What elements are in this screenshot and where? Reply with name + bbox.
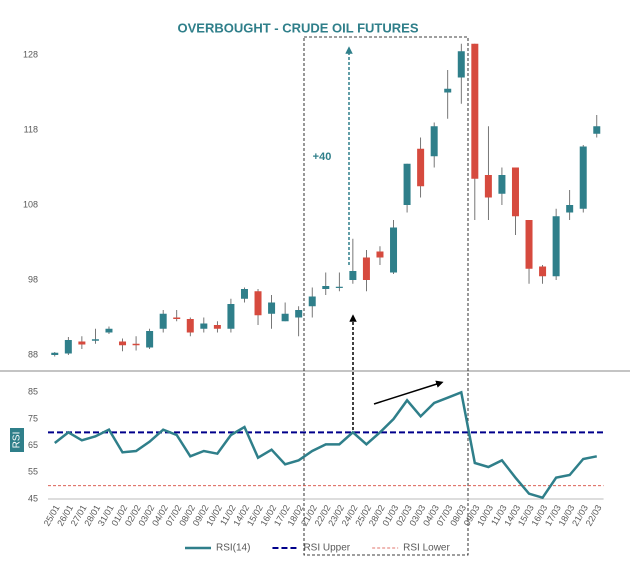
candle-body: [349, 271, 357, 280]
legend-label: RSI(14): [216, 543, 250, 554]
candle-body: [64, 340, 72, 354]
y-tick-label: 88: [28, 349, 38, 359]
candle-body: [159, 313, 167, 329]
y-tick-label: 98: [28, 274, 38, 284]
candle-body: [511, 167, 519, 217]
candle-body: [200, 323, 208, 329]
candle-body: [227, 304, 235, 329]
candle-body: [566, 205, 574, 213]
highlight-box: [303, 36, 469, 556]
candle-body: [444, 88, 452, 93]
candle-body: [593, 126, 601, 134]
rise-annotation: +40: [313, 151, 332, 163]
candle-body: [471, 43, 479, 179]
candle-body: [281, 313, 289, 322]
candle-body: [335, 286, 343, 288]
trend-arrow: [373, 380, 444, 405]
rsi-line: [54, 390, 598, 500]
candle-body: [240, 289, 248, 299]
candle-body: [457, 51, 465, 78]
candle-body: [132, 343, 140, 346]
candle-body: [484, 175, 492, 198]
candle-body: [295, 310, 303, 318]
legend-label: RSI Lower: [403, 543, 450, 554]
candle-body: [119, 341, 127, 346]
y-tick-label: 65: [28, 440, 38, 450]
legend-label: RSI Upper: [303, 543, 350, 554]
candle-body: [91, 339, 99, 341]
candle-body: [146, 331, 154, 348]
candle-body: [173, 317, 181, 319]
chart-title: OVERBOUGHT - CRUDE OIL FUTURES: [178, 20, 419, 35]
candle-body: [78, 341, 86, 345]
candle-body: [322, 286, 330, 289]
candle-body: [579, 146, 587, 209]
y-tick-label: 75: [28, 413, 38, 423]
candle-body: [390, 227, 398, 273]
candle-body: [362, 257, 370, 280]
candle-body: [403, 163, 411, 205]
candle-body: [308, 296, 316, 307]
candle-body: [105, 328, 113, 333]
candle-body: [498, 175, 506, 194]
candle-body: [430, 126, 438, 157]
candle-body: [186, 319, 194, 333]
candle-body: [539, 266, 547, 277]
y-tick-label: 128: [23, 49, 38, 59]
candle-body: [213, 325, 221, 329]
y-axis-label: RSI: [12, 432, 23, 449]
y-tick-label: 85: [28, 387, 38, 397]
candle-body: [254, 291, 262, 316]
candle-body: [268, 302, 276, 314]
y-tick-label: 55: [28, 467, 38, 477]
candle-body: [51, 352, 59, 355]
y-tick-label: 108: [23, 199, 38, 209]
y-tick-label: 118: [24, 124, 38, 134]
candle-body: [552, 216, 560, 277]
candle-body: [525, 220, 533, 269]
candle-body: [376, 251, 384, 258]
ylabel-box: [10, 428, 24, 452]
candle-body: [417, 148, 425, 187]
y-tick-label: 45: [28, 493, 38, 503]
